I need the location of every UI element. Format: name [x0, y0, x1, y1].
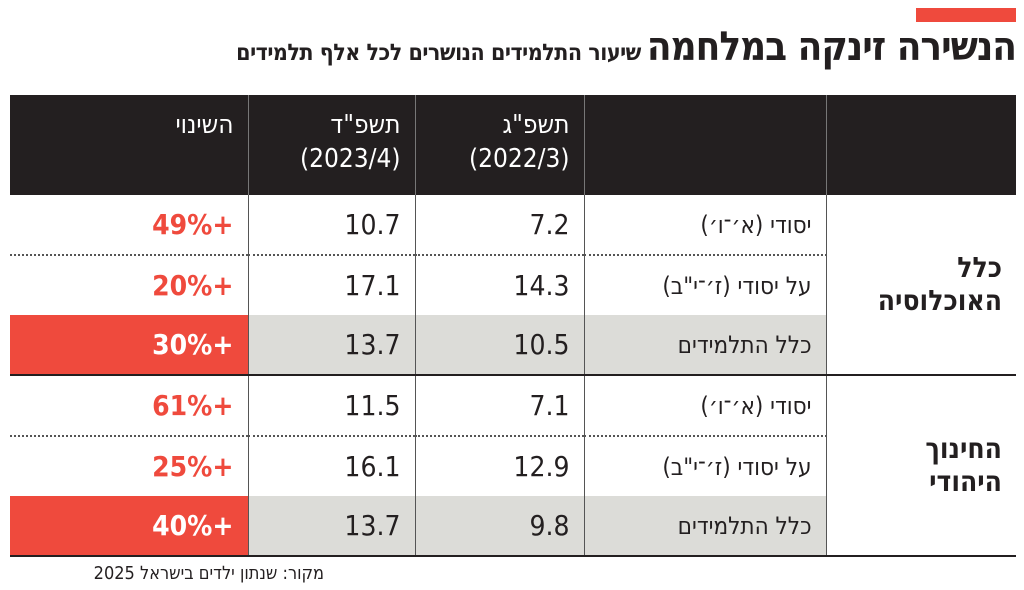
value-y2: 17.1 [247, 255, 415, 315]
row-label: כלל התלמידים [583, 496, 826, 557]
table-row-total: כלל התלמידים 10.5 13.7 +30% [10, 315, 1016, 376]
header-group [825, 95, 1016, 195]
value-change: +40% [10, 496, 248, 557]
header-label [583, 95, 826, 195]
value-change: +20% [152, 269, 234, 302]
header-row: תשפ"ג (2022/3) תשפ"ד (2023/4) השינוי [10, 95, 1016, 195]
row-label: יסודי (א׳־ו׳) [583, 195, 826, 256]
value-y2: 13.7 [247, 496, 415, 557]
row-label: יסודי (א׳־ו׳) [583, 375, 826, 437]
value-y2: 13.7 [247, 315, 415, 376]
value-y1: 14.3 [414, 255, 584, 315]
value-change: +25% [152, 450, 234, 483]
value-change: +61% [10, 375, 248, 437]
source-note: מקור: שנתון ילדים בישראל 2025 [93, 563, 324, 584]
value-change: +49% [10, 195, 248, 256]
page-subtitle: שיעור התלמידים הנושרים לכל אלף תלמידים [236, 40, 641, 66]
value-y1: 9.8 [414, 496, 584, 557]
accent-bar [916, 8, 1016, 22]
dropout-table: תשפ"ג (2022/3) תשפ"ד (2023/4) השינוי כלל הא… [10, 95, 1016, 557]
page-title: הנשירה זינקה במלחמה [646, 24, 1017, 70]
value-y1: 10.5 [414, 315, 584, 376]
headline: הנשירה זינקה במלחמהשיעור התלמידים הנושרי… [236, 24, 1017, 70]
group-label: כלל האוכלוסיה [825, 195, 1016, 376]
group-label: החינוך היהודי [825, 375, 1016, 557]
value-y1: 12.9 [414, 436, 584, 496]
value-y1: 7.2 [414, 195, 584, 256]
header-y2: תשפ"ד (2023/4) [247, 95, 415, 195]
table-row: על יסודי (ז׳־י"ב) 14.3 17.1 +20% [10, 255, 1016, 315]
table-row: החינוך היהודי יסודי (א׳־ו׳) 7.1 11.5 +61% [10, 375, 1016, 557]
header-y1: תשפ"ג (2022/3) [414, 95, 584, 195]
table-row: על יסודי (ז׳־י"ב) 12.9 16.1 +25% [10, 436, 1016, 496]
row-label: על יסודי (ז׳־י"ב) [583, 255, 826, 315]
table-row-total: כלל התלמידים 9.8 13.7 +40% [10, 496, 1016, 557]
row-label: על יסודי (ז׳־י"ב) [583, 436, 826, 496]
value-y1: 7.1 [414, 375, 584, 437]
value-change: +30% [10, 315, 248, 376]
row-label: כלל התלמידים [583, 315, 826, 376]
value-y2: 16.1 [247, 436, 415, 496]
value-y2: 11.5 [247, 375, 415, 437]
value-y2: 10.7 [247, 195, 415, 256]
table-row: כלל האוכלוסיה יסודי (א׳־ו׳) 7.2 10.7 +49% [10, 195, 1016, 376]
header-change: השינוי [10, 95, 248, 195]
